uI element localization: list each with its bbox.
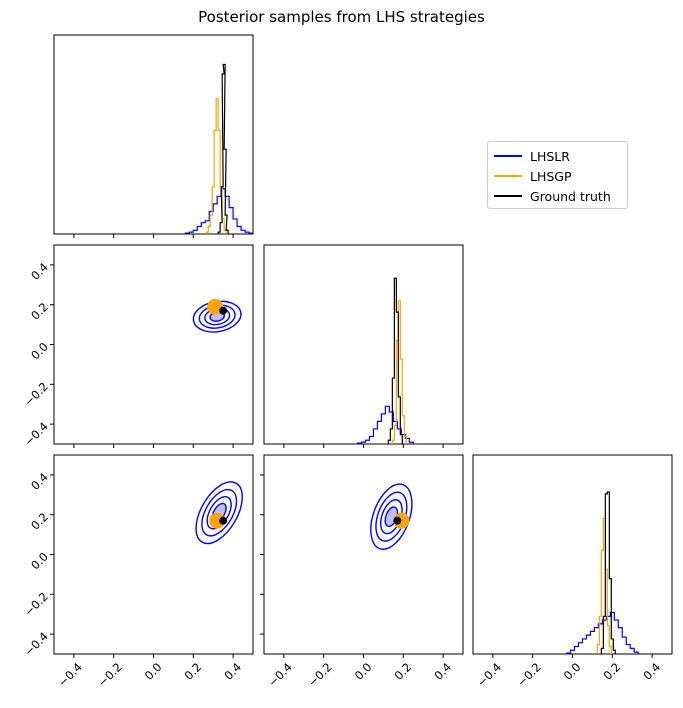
- pair-0-2-ytick-label-2: 0.0: [28, 550, 51, 573]
- marginal-0-truth-hist: [217, 63, 229, 234]
- pair-0-2-lhslr-contour-2: [206, 495, 232, 530]
- pair-0-1-ytick-label-3: 0.2: [28, 300, 51, 323]
- pair-0-1-ytick-label-0: −0.4: [21, 419, 51, 449]
- pair-1-2-xtick-label-0: −0.4: [265, 660, 295, 690]
- legend-item-lhsgp: LHSGP: [494, 166, 621, 186]
- pair-0-1-ytick-label-1: −0.2: [21, 379, 51, 409]
- pair-1-2-xtick-label-1: −0.2: [305, 660, 335, 690]
- legend-label-lhsgp: LHSGP: [530, 168, 572, 184]
- marginal-0-lhslr-hist: [184, 188, 254, 234]
- legend-line-ground-truth: [494, 195, 522, 197]
- marginal-2-xtick-label-0: −0.4: [474, 660, 504, 690]
- marginal-2-lhslr-hist: [565, 611, 639, 654]
- legend-line-lhsgp: [494, 175, 522, 177]
- marginal-1-truth-hist: [387, 277, 403, 444]
- pair-0-1-truth-point: [219, 306, 228, 315]
- pair-1-2-xtick-label-2: 0.0: [352, 660, 375, 683]
- figure-title: Posterior samples from LHS strategies: [198, 8, 485, 26]
- pair-0-2-frame: [53, 454, 254, 655]
- marginal-1-lhslr-hist: [356, 405, 414, 444]
- pair-0-2-truth-point: [219, 516, 228, 525]
- pair-0-2-ytick-label-0: −0.4: [21, 629, 51, 659]
- pair-0-2-xtick-label-3: 0.2: [182, 660, 205, 683]
- marginal-2-xtick-label-1: −0.2: [514, 660, 544, 690]
- legend: LHSLR LHSGP Ground truth: [487, 141, 628, 209]
- pair-0-2-lhslr-contour-0: [195, 481, 243, 545]
- pair-0-2-ytick-label-1: −0.2: [21, 589, 51, 619]
- marginal-2-frame: [472, 454, 673, 655]
- marginal-0-lhsgp-hist: [205, 97, 227, 234]
- pair-0-2-lhsgp-point: [209, 512, 226, 529]
- pair-0-2-xtick-label-0: −0.4: [55, 660, 85, 690]
- marginal-1-lhsgp-hist: [391, 300, 407, 444]
- marginal-1-frame: [263, 244, 464, 445]
- legend-label-lhslr: LHSLR: [530, 148, 570, 164]
- pair-0-2-xtick-label-4: 0.4: [221, 660, 244, 683]
- legend-item-ground-truth: Ground truth: [494, 186, 621, 206]
- pair-0-2-ytick-label-3: 0.2: [28, 510, 51, 533]
- marginal-2-xtick-label-3: 0.2: [601, 660, 624, 683]
- pair-0-1-ytick-label-2: 0.0: [28, 340, 51, 363]
- pair-1-2-truth-point: [393, 516, 402, 525]
- pair-0-2-xtick-label-2: 0.0: [142, 660, 165, 683]
- legend-line-lhslr: [494, 155, 522, 157]
- pair-1-2-frame: [263, 454, 464, 655]
- marginal-2-lhsgp-hist: [596, 517, 612, 654]
- legend-item-lhslr: LHSLR: [494, 146, 621, 166]
- pair-0-1-ytick-label-4: 0.4: [28, 260, 51, 283]
- marginal-2-xtick-label-4: 0.4: [640, 660, 663, 683]
- pair-0-1-frame: [53, 244, 254, 445]
- marginal-2-truth-hist: [600, 491, 616, 654]
- pair-0-2-lhslr-contour-1: [201, 488, 238, 537]
- legend-label-ground-truth: Ground truth: [530, 188, 611, 204]
- pair-0-2-xtick-label-1: −0.2: [95, 660, 125, 690]
- pair-1-2-xtick-label-3: 0.2: [392, 660, 415, 683]
- pair-1-2-xtick-label-4: 0.4: [431, 660, 454, 683]
- marginal-2-xtick-label-2: 0.0: [561, 660, 584, 683]
- pair-0-2-ytick-label-4: 0.4: [28, 470, 51, 493]
